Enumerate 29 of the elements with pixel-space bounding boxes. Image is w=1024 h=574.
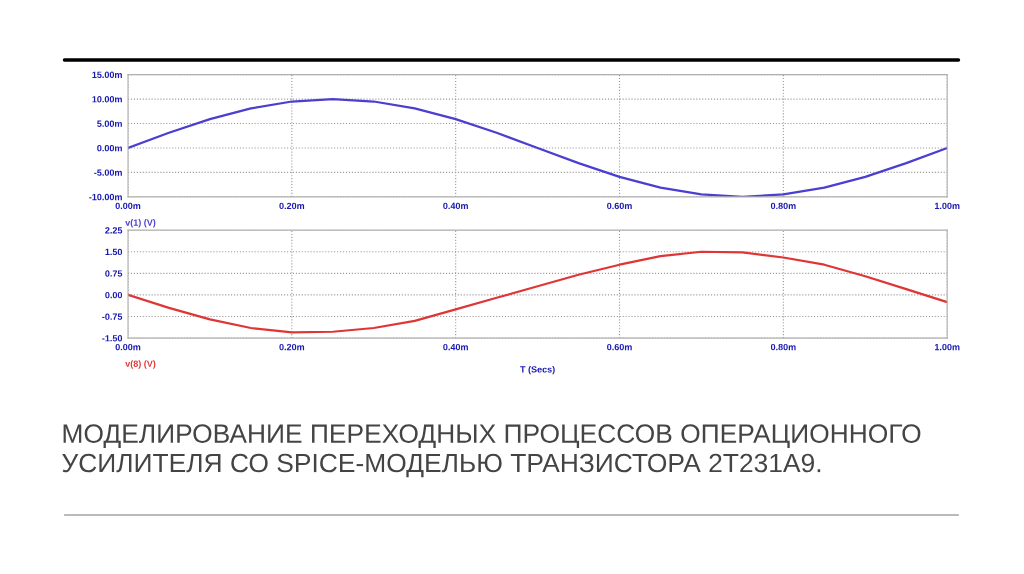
y-tick-label: 1.50 [105, 248, 123, 256]
y-tick-label: 5.00m [97, 120, 122, 127]
y-tick-label: -5.00m [94, 169, 122, 176]
x-tick-label: 1.00m [934, 202, 960, 210]
line-series [128, 250, 948, 334]
x-axis-title: T (Secs) [520, 365, 555, 375]
x-tick-label: 1.00m [934, 343, 960, 351]
text: v(1) (V) [125, 219, 156, 228]
x-tick-label: 0.80m [770, 202, 796, 210]
x-tick-label: 0.60m [607, 202, 632, 210]
text: МОДЕЛИРОВАНИЕ ПЕРЕХОДНЫХ ПРОЦЕССОВ ОПЕРАЦИОННОГО УСИЛИТЕЛЯ СО SPICE-МОДЕЛЬЮ ТРАНЗИСТОРА 2Т231А9. [62, 424, 921, 478]
y-tick-label: -1.50 [102, 335, 123, 342]
y-tick-label: 0.00 [105, 291, 123, 299]
x-tick-label: 0.00m [115, 343, 141, 351]
y-tick-label: 15.00m [92, 71, 122, 78]
text: v(8) (V) [125, 360, 156, 369]
y-tick-label: -0.75 [102, 313, 123, 320]
x-tick-label: 0.00m [115, 202, 141, 210]
x-tick-label: 0.40m [443, 343, 468, 351]
x-tick-label: 0.20m [279, 202, 305, 210]
x-tick-label: 0.60m [607, 343, 632, 351]
y-tick-label: 0.00m [97, 144, 122, 152]
y-tick-label: -10.00m [89, 193, 122, 201]
x-tick-label: 0.20m [279, 343, 305, 351]
x-tick-label: 0.40m [443, 202, 468, 210]
y-tick-label: 0.75 [105, 270, 123, 277]
y-tick-label: 10.00m [92, 96, 122, 103]
y-tick-label: 2.25 [105, 227, 123, 234]
x-tick-label: 0.80m [770, 343, 796, 351]
